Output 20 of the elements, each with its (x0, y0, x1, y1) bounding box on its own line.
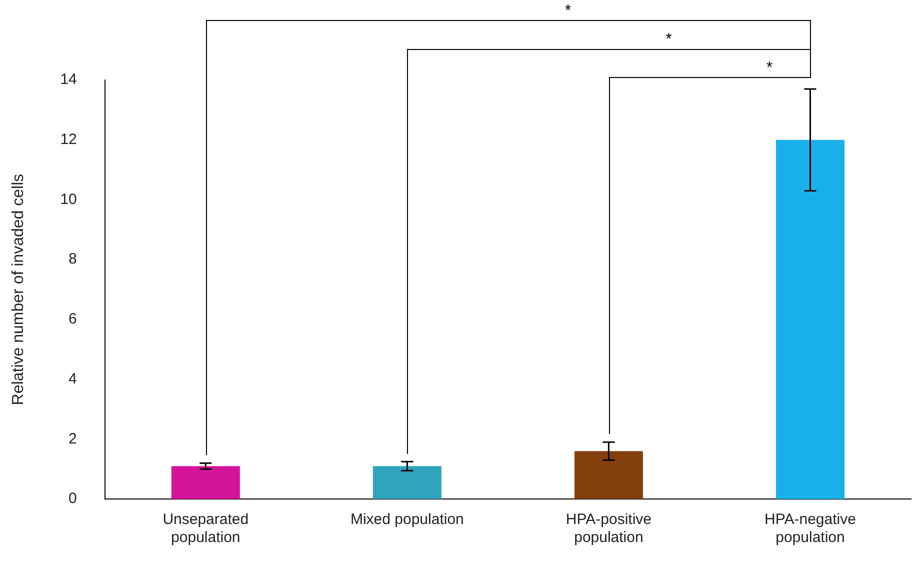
y-tick-label: 14 (60, 71, 77, 88)
y-tick-label: 2 (68, 430, 77, 448)
y-tick-label: 8 (68, 250, 77, 268)
y-tick-label: 12 (60, 131, 77, 148)
text: * (666, 30, 672, 48)
y-tick-label: 4 (68, 370, 77, 388)
y-tick-label: 0 (68, 490, 77, 508)
text: * (564, 2, 572, 20)
x-tick-label: Mixed population (350, 511, 464, 528)
x-tick-label: HPA-positive population (566, 511, 652, 546)
y-tick-label: 6 (68, 310, 77, 328)
y-tick-label: 10 (60, 190, 77, 208)
text: * (766, 59, 773, 76)
bar (776, 140, 844, 499)
y-axis-title: Relative number of invaded cells (10, 174, 28, 406)
x-tick-label: HPA-negative population (764, 511, 856, 546)
bar (574, 451, 643, 499)
bar (171, 466, 240, 499)
x-tick-label: Unseparated population (162, 511, 249, 546)
bar (372, 466, 442, 499)
